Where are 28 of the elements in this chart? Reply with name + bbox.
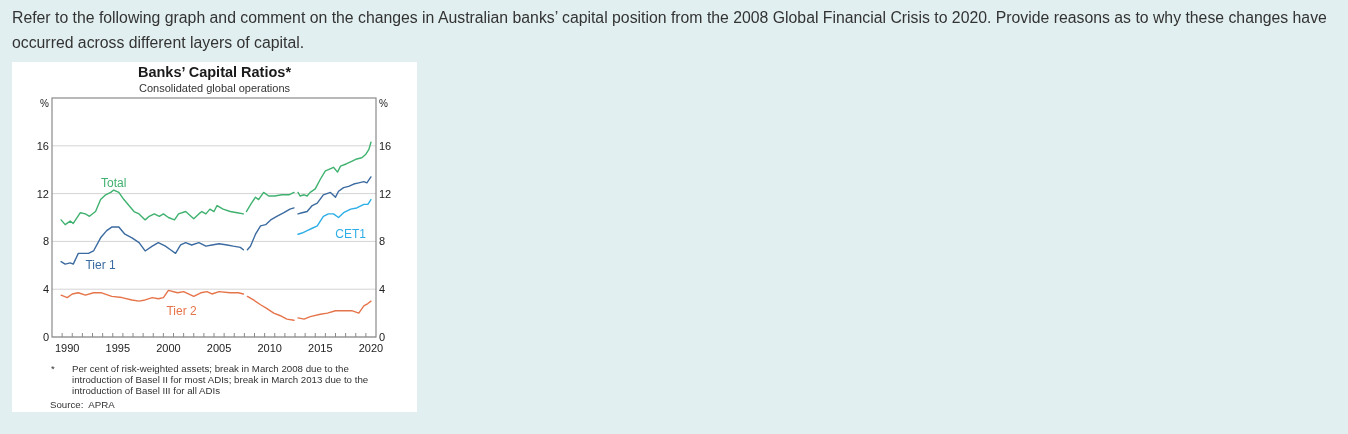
y-tick-label: 8 [42, 235, 49, 248]
x-tick-label: 1990 [54, 342, 80, 354]
y2-tick-label: 16 [379, 139, 392, 152]
series-label: Tier 1 [85, 258, 116, 273]
x-tick-label: 2020 [358, 342, 384, 354]
x-tick-label: 1995 [105, 342, 131, 354]
x-tick-label: 2015 [308, 342, 333, 354]
x-tick-label: 2010 [257, 342, 282, 354]
y-tick-label: 12 [36, 187, 49, 200]
chart-title: Banks’ Capital Ratios* [137, 64, 292, 80]
y-tick-label: 4 [42, 283, 49, 296]
series-label: Tier 2 [166, 303, 198, 318]
text: * Per cent of risk-weighted assets; break in March 2008 due to the introduction of Basel II for most ADIs; break in March 2013 due to the introduction of Basel III for all ADIs [51, 363, 369, 397]
source-note: Source: APRA [50, 399, 116, 410]
series-label: Total [101, 175, 127, 190]
y-tick-label: 16 [36, 139, 49, 152]
text: Refer to the following graph and comment on the changes in Australian banks’ capital position from the 2008 Global Financial Crisis to 2020. Provide reasons as to why these changes have occurred across different layers of capital. [12, 9, 1328, 51]
y-tick-label: 0 [42, 331, 49, 343]
y2-tick-label: 0 [379, 331, 386, 343]
series-label: CET1 [335, 227, 367, 242]
y2-tick-label: 4 [379, 283, 386, 296]
y2-axis-title: % [379, 98, 388, 109]
y2-tick-label: 8 [379, 235, 386, 248]
chart-subtitle: Consolidated global operations [138, 82, 291, 94]
y-axis-title: % [40, 98, 50, 109]
x-tick-label: 2000 [156, 342, 181, 354]
y2-tick-label: 12 [379, 187, 392, 200]
x-tick-label: 2005 [206, 342, 232, 354]
